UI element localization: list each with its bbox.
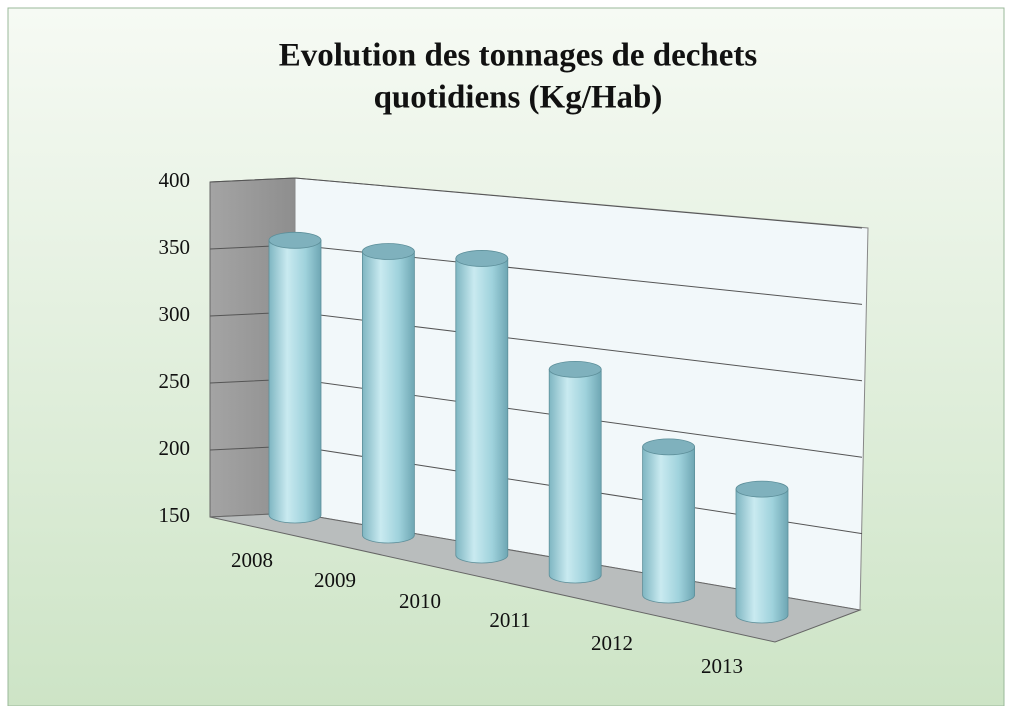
y-tick-label: 250 — [159, 369, 191, 393]
x-tick-label: 2012 — [591, 631, 633, 655]
bar — [642, 438, 695, 604]
y-tick-label: 200 — [159, 436, 191, 460]
bar-top — [455, 250, 509, 267]
x-tick-label: 2010 — [399, 589, 441, 613]
bar-top — [735, 480, 789, 498]
bar-top — [268, 231, 322, 249]
chart-title: quotidiens (Kg/Hab) — [374, 80, 663, 116]
bar-body — [455, 258, 509, 564]
x-tick-label: 2011 — [489, 608, 530, 632]
y-tick-label: 350 — [159, 235, 191, 259]
bar — [735, 480, 789, 624]
bar-body — [268, 239, 322, 524]
bar-body — [548, 368, 602, 584]
bar-top — [548, 360, 602, 378]
bar-top — [361, 243, 415, 260]
x-tick-label: 2008 — [231, 548, 273, 572]
y-tick-label: 400 — [159, 168, 191, 192]
bar — [361, 243, 415, 544]
floor — [209, 512, 862, 643]
bar-body — [642, 446, 695, 604]
bar-body — [735, 488, 789, 624]
grid-line — [209, 177, 863, 229]
y-tick-label: 300 — [159, 302, 191, 326]
y-tick-label: 150 — [159, 503, 191, 527]
x-tick-label: 2009 — [314, 568, 356, 592]
bar — [548, 360, 602, 584]
bar — [455, 250, 509, 564]
chart-title: Evolution des tonnages de dechets — [279, 38, 758, 74]
bar-body — [362, 251, 415, 544]
bar-top — [642, 438, 695, 456]
bar — [268, 231, 322, 524]
x-tick-label: 2013 — [701, 654, 743, 678]
